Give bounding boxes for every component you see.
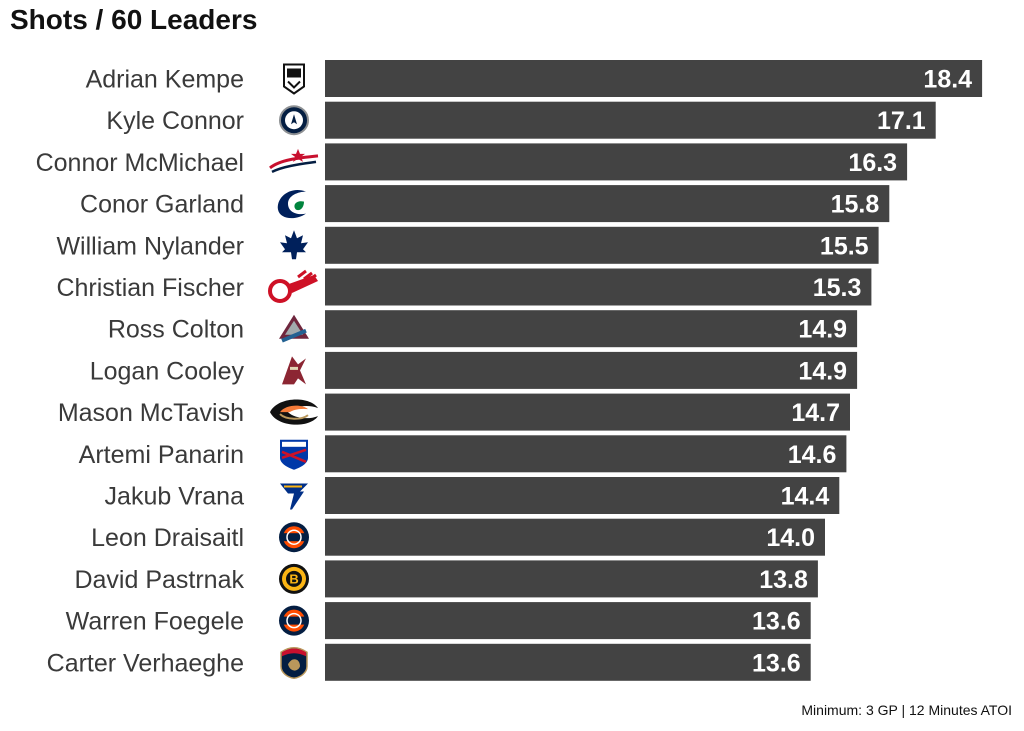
player-name-label: Ross Colton: [108, 316, 244, 344]
team-logo-la-icon: [283, 63, 305, 95]
bar-7: [325, 351, 858, 389]
value-label: 14.9: [798, 357, 847, 385]
player-name-label: Artemi Panarin: [79, 441, 244, 469]
value-label: 18.4: [923, 66, 972, 94]
bar-0: [325, 60, 983, 97]
player-name-label: Adrian Kempe: [86, 66, 244, 94]
value-label: 14.7: [791, 399, 840, 427]
svg-text:B: B: [289, 572, 298, 587]
team-logo-van-icon: [277, 190, 306, 219]
team-logo-col-icon: [279, 314, 309, 343]
value-label: 15.5: [820, 232, 869, 260]
footnote: Minimum: 3 GP | 12 Minutes ATOI: [801, 702, 1012, 718]
value-label: 14.6: [788, 441, 837, 469]
player-name-label: Conor Garland: [80, 191, 244, 219]
team-logo-stl-icon: [280, 483, 308, 510]
team-logo-det-icon: [268, 269, 318, 303]
value-label: 13.6: [752, 649, 801, 677]
player-name-label: Connor McMichael: [36, 149, 244, 177]
value-label: 13.6: [752, 608, 801, 636]
bar-5: [325, 268, 872, 306]
team-logo-edm-icon: [279, 522, 309, 553]
bar-4: [325, 226, 879, 264]
value-label: 15.8: [831, 191, 880, 219]
bar-10: [325, 477, 840, 514]
bar-14: [325, 643, 811, 681]
bar-11: [325, 518, 825, 556]
team-logo-wpg-icon: [279, 105, 309, 136]
bar-9: [325, 435, 847, 473]
bar-12: [325, 560, 818, 598]
player-name-label: Christian Fischer: [56, 274, 244, 302]
player-name-label: Carter Verhaeghe: [47, 649, 244, 677]
value-label: 16.3: [848, 149, 897, 177]
team-logo-nyr-icon: [280, 439, 308, 470]
team-logo-fla-icon: [280, 647, 308, 680]
bar-3: [325, 185, 890, 223]
player-name-label: Kyle Connor: [106, 107, 244, 135]
team-logo-ari-icon: [282, 356, 306, 385]
player-name-label: Leon Draisaitl: [91, 524, 244, 552]
player-name-label: Logan Cooley: [90, 357, 245, 385]
team-logo-tor-icon: [280, 230, 308, 260]
player-name-label: William Nylander: [56, 232, 244, 260]
team-logo-wsh-icon: [269, 148, 319, 174]
value-label: 14.4: [781, 483, 830, 511]
player-name-label: David Pastrnak: [74, 566, 244, 594]
bar-13: [325, 602, 811, 640]
bar-8: [325, 393, 850, 431]
value-label: 13.8: [759, 566, 808, 594]
value-label: 15.3: [813, 274, 862, 302]
player-name-label: Warren Foegele: [66, 608, 244, 636]
bar-6: [325, 310, 858, 348]
team-logo-bos-icon: B: [279, 563, 309, 594]
chart-title: Shots / 60 Leaders: [10, 4, 258, 35]
bar-2: [325, 143, 908, 181]
player-name-label: Mason McTavish: [58, 399, 244, 427]
team-logo-edm-icon: [279, 605, 309, 636]
bar-1: [325, 101, 936, 139]
team-logo-ana-icon: [270, 399, 318, 425]
player-name-label: Jakub Vrana: [105, 483, 245, 511]
value-label: 14.0: [766, 524, 815, 552]
value-label: 14.9: [798, 316, 847, 344]
value-label: 17.1: [877, 107, 926, 135]
